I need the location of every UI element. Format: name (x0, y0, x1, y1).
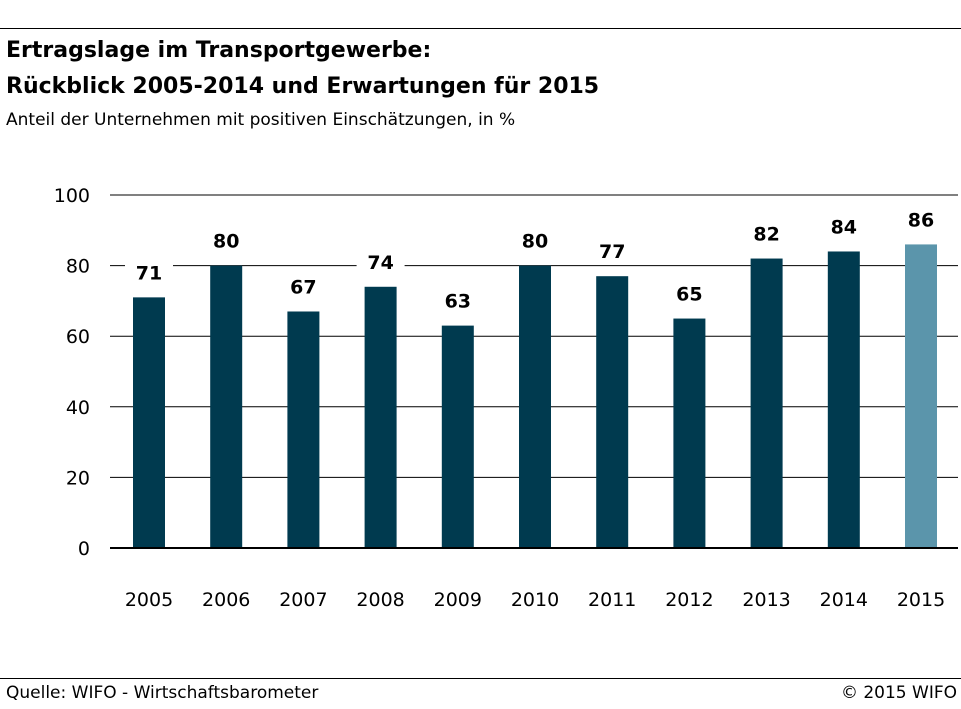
data-label-2007: 67 (290, 276, 316, 298)
x-tick-label-2008: 2008 (356, 589, 404, 611)
x-tick-label-2010: 2010 (511, 589, 559, 611)
bar-2010 (519, 265, 551, 548)
x-tick-label-2009: 2009 (434, 589, 482, 611)
chart-title-line-1: Ertragslage im Transportgewerbe: (6, 38, 432, 63)
x-tick-label-2005: 2005 (125, 589, 173, 611)
x-tick-label-2007: 2007 (279, 589, 327, 611)
data-label-2012: 65 (676, 284, 702, 306)
x-axis-labels: 2005 2006 2007 2008 2009 2010 2011 2012 2013 2014… (125, 589, 945, 611)
top-rule (0, 28, 961, 29)
bottom-rule (0, 678, 961, 679)
y-tick-label: 80 (66, 256, 90, 278)
x-tick-label-2006: 2006 (202, 589, 250, 611)
data-label-2013: 82 (753, 224, 779, 246)
data-label-2010: 80 (522, 231, 548, 253)
data-label-2005: 71 (136, 262, 162, 284)
bar-2007 (287, 311, 320, 548)
y-axis-ticks: 0 20 40 60 80 100 (54, 185, 90, 560)
chart-subtitle: Anteil der Unternehmen mit positiven Ein… (6, 110, 516, 130)
x-tick-label-2013: 2013 (742, 589, 790, 611)
data-label-2008: 74 (367, 252, 393, 274)
source-note: Quelle: WIFO - Wirtschaftsbarometer (6, 683, 319, 703)
data-label-backing (511, 225, 559, 254)
x-tick-label-2012: 2012 (665, 589, 713, 611)
bar-2008 (364, 286, 397, 548)
data-label-2011: 77 (599, 241, 625, 263)
data-label-backing (356, 246, 405, 275)
data-label-2009: 63 (445, 291, 471, 313)
chart-title-line-2: Rückblick 2005-2014 und Erwartungen für … (6, 74, 600, 99)
data-label-backing (665, 278, 714, 307)
bar-2011 (596, 276, 629, 548)
y-tick-label: 100 (54, 185, 90, 207)
copyright-note: © 2015 WIFO (840, 683, 957, 703)
data-label-backing (433, 285, 482, 314)
x-tick-label-2015: 2015 (897, 589, 945, 611)
data-label-backing (125, 257, 173, 286)
bar-2014 (827, 251, 860, 549)
bar-2006 (210, 265, 243, 548)
bar-2005 (133, 297, 165, 548)
data-label-2015: 86 (908, 209, 934, 231)
x-tick-label-2014: 2014 (820, 589, 868, 611)
data-label-backing (279, 271, 328, 300)
bar-2009 (441, 325, 474, 548)
y-tick-label: 20 (66, 467, 90, 489)
x-tick-label-2011: 2011 (588, 589, 636, 611)
data-label-backing (742, 218, 791, 247)
bar-2013 (750, 258, 783, 548)
y-tick-label: 40 (66, 397, 90, 419)
data-label-backing (588, 236, 637, 265)
data-label-backing (819, 211, 868, 240)
data-label-2014: 84 (831, 216, 857, 238)
bar-2012 (673, 318, 706, 548)
data-label-backing (202, 225, 251, 254)
data-label-2006: 80 (213, 231, 239, 253)
bar-2015 (905, 244, 937, 549)
data-label-backing (897, 204, 945, 233)
bars: 71 80 67 74 63 80 77 65 82 84 86 (110, 204, 958, 549)
y-tick-label: 0 (78, 538, 90, 560)
y-tick-label: 60 (66, 326, 90, 348)
